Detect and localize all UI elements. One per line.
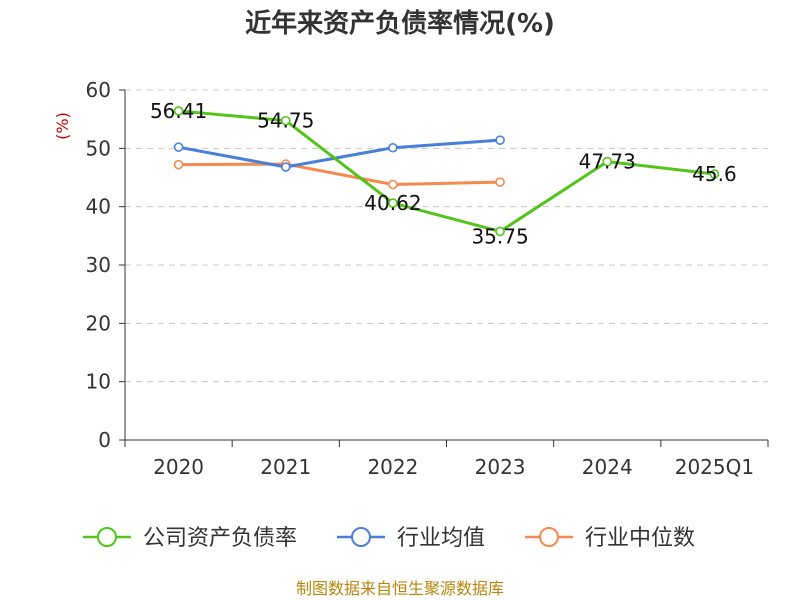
y-tick-label-10: 10 [86,370,111,394]
legend-label-2: 行业中位数 [585,526,695,551]
data-label-5: 45.6 [692,162,737,186]
data-labels: 56.41 54.75 40.62 35.75 47.73 45.6 [150,99,737,249]
data-label-4: 47.73 [579,150,636,174]
data-point-0-3 [495,226,505,237]
legend-label-1: 行业均值 [397,526,485,551]
data-point-0-1 [280,115,291,126]
series-lines [173,106,720,237]
data-label-1: 54.75 [257,109,314,133]
source-note: 制图数据来自恒生聚源数据库 [296,579,504,598]
data-point-1-1 [280,162,291,172]
data-point-0-0 [173,106,184,116]
x-tick-label-2021: 2021 [260,455,311,479]
legend: 公司资产负债率 行业均值 行业中位数 [83,526,695,551]
data-point-0-4 [602,156,613,167]
series-line-0 [178,109,715,233]
y-tick-label-50: 50 [86,136,111,160]
data-point-1-0 [173,142,184,152]
y-tick-label-30: 30 [86,253,111,277]
legend-marker-1 [351,527,371,547]
data-label-3: 35.75 [471,224,528,248]
x-tick-label-2023: 2023 [475,455,526,479]
legend-item-2[interactable]: 行业中位数 [525,526,695,551]
data-point-1-2 [388,142,398,153]
y-tick-label-60: 60 [86,78,111,102]
data-point-0-5 [709,169,720,179]
x-tick-label-2020: 2020 [153,455,204,479]
data-label-2: 40.62 [364,191,421,215]
legend-item-1[interactable]: 行业均值 [337,526,485,551]
axes: 0 10 20 30 40 50 60 2020 2021 2022 2023 2024 2025Q1 [86,78,769,479]
series-line-2 [178,162,501,186]
legend-marker-0 [97,527,117,547]
x-tick-label-2022: 2022 [367,455,418,479]
y-axis-unit: (%) [53,112,72,140]
data-point-1-3 [495,135,505,145]
legend-label-0: 公司资产负债率 [143,526,297,551]
data-point-2-3 [495,177,505,187]
data-point-2-0 [173,159,184,170]
y-tick-label-40: 40 [86,195,111,219]
y-tick-label-20: 20 [86,311,111,335]
data-point-0-2 [388,198,398,208]
chart-title: 近年来资产负债率情况(%) [245,8,555,39]
legend-item-0[interactable]: 公司资产负债率 [83,526,297,551]
grid-lines [125,89,768,383]
legend-marker-2 [539,527,559,547]
series-line-1 [178,138,501,169]
data-label-0: 56.41 [150,99,207,123]
data-point-2-2 [388,179,398,190]
y-tick-label-0: 0 [98,428,111,452]
x-tick-label-2025Q1: 2025Q1 [675,455,754,479]
x-tick-label-2024: 2024 [582,455,633,479]
